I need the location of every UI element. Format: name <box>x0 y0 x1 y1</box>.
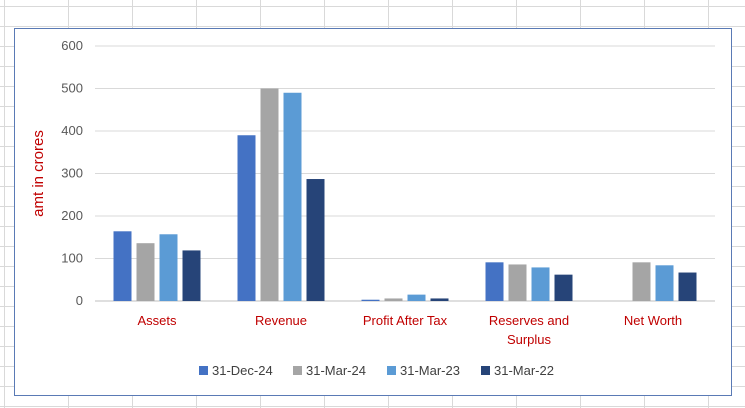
y-tick-label: 200 <box>61 208 83 223</box>
bar-31-Mar-23-Profit After Tax <box>407 294 426 301</box>
legend-label: 31-Mar-24 <box>306 363 366 378</box>
y-tick-label: 0 <box>76 293 83 308</box>
bar-31-Dec-24-Revenue <box>237 135 256 301</box>
bar-31-Mar-24-Reserves and Surplus <box>508 264 527 301</box>
bar-31-Mar-24-Assets <box>136 243 155 301</box>
x-category-label: Revenue <box>255 313 307 328</box>
bar-31-Mar-23-Revenue <box>283 92 302 301</box>
y-axis-label: amt in crores <box>30 130 47 217</box>
x-category-label: Net Worth <box>624 313 682 328</box>
bar-31-Dec-24-Reserves and Surplus <box>485 262 504 301</box>
y-tick-label: 100 <box>61 251 83 266</box>
x-category-label: Profit After Tax <box>363 313 448 328</box>
bar-31-Mar-22-Profit After Tax <box>430 298 449 301</box>
legend-swatch-31-Mar-23 <box>387 366 396 375</box>
bar-31-Dec-24-Assets <box>113 231 132 301</box>
bar-31-Mar-22-Net Worth <box>678 272 697 301</box>
bar-31-Mar-22-Assets <box>182 250 201 301</box>
bar-31-Mar-23-Net Worth <box>655 265 674 301</box>
x-category-label: Assets <box>137 313 177 328</box>
bar-31-Mar-23-Assets <box>159 234 178 301</box>
bar-31-Dec-24-Profit After Tax <box>361 299 380 301</box>
bar-chart: 0 100 200 300 400 500 600 amt in crores Assets Re… <box>30 38 715 378</box>
bar-31-Mar-22-Reserves and Surplus <box>554 274 573 301</box>
y-tick-label: 300 <box>61 166 83 181</box>
bar-31-Mar-22-Revenue <box>306 179 325 301</box>
legend-label: 31-Mar-23 <box>400 363 460 378</box>
y-tick-label: 400 <box>61 123 83 138</box>
legend-label: 31-Mar-22 <box>494 363 554 378</box>
legend-swatch-31-Mar-22 <box>481 366 490 375</box>
bar-31-Mar-24-Profit After Tax <box>384 298 403 301</box>
x-category-label: Reserves and Surplus <box>489 313 569 347</box>
legend-swatch-31-Mar-24 <box>293 366 302 375</box>
bar-31-Mar-24-Revenue <box>260 88 279 301</box>
y-tick-label: 600 <box>61 38 83 53</box>
bar-31-Mar-24-Net Worth <box>632 262 651 301</box>
bar-31-Mar-23-Reserves and Surplus <box>531 267 550 301</box>
chart-frame[interactable]: 0 100 200 300 400 500 600 amt in crores Assets Re… <box>14 28 732 396</box>
legend-swatch-31-Dec-24 <box>199 366 208 375</box>
legend-label: 31-Dec-24 <box>212 363 273 378</box>
y-tick-label: 500 <box>61 81 83 96</box>
